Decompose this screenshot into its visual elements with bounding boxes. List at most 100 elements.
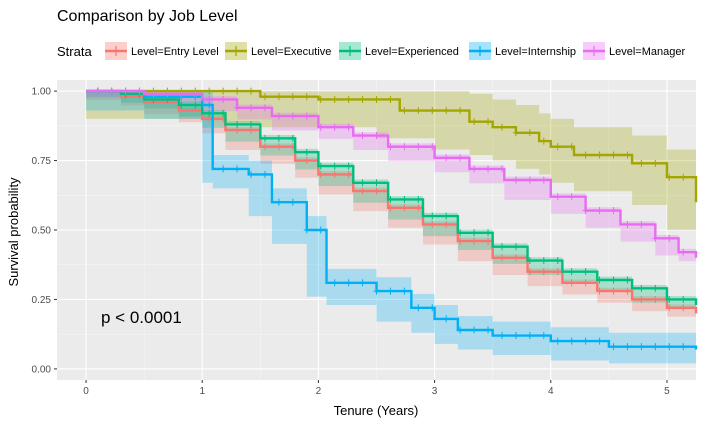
censor-mark [666,295,673,303]
grid [57,80,696,380]
censor-mark [443,315,450,323]
legend-label: Level=Manager [609,46,685,58]
censor-mark [540,176,547,184]
censor-mark [554,143,561,151]
censor-mark [582,207,589,215]
censor-mark [624,151,631,159]
censor-mark [666,343,673,351]
legend-label: Level=Entry Level [131,46,219,58]
censor-mark [498,254,505,262]
censor-mark [345,95,352,103]
censor-mark [443,107,450,115]
censor-mark [526,129,533,137]
y-tick-label: 0.00 [32,364,52,375]
censor-mark [471,326,478,334]
censor-mark [248,104,255,112]
censor-mark [345,123,352,131]
censor-mark [652,234,659,242]
censor-mark [345,279,352,287]
censor-mark [331,162,338,170]
censor-mark [164,90,171,98]
censor-mark [234,104,241,112]
censor-mark [512,254,519,262]
censor-mark [248,170,255,178]
censor-mark [568,143,575,151]
confidence-band [86,91,696,317]
censor-mark [136,87,143,95]
censor-mark [568,337,575,345]
censor-mark [512,243,519,251]
censor-mark [387,204,394,212]
censor-mark [512,332,519,340]
censor-mark [359,95,366,103]
legend-label: Level=Executive [251,46,331,58]
censor-mark [345,170,352,178]
censor-mark [289,93,296,101]
censor-mark [94,87,101,95]
censor-mark [317,226,324,234]
censor-mark [289,198,296,206]
censor-mark [331,95,338,103]
x-tick-label: 2 [316,386,322,397]
censor-mark [303,226,310,234]
censor-mark [540,257,547,265]
censor-mark [443,154,450,162]
censor-mark [248,87,255,95]
censor-mark [610,343,617,351]
censor-mark [443,212,450,220]
censor-mark [192,90,199,98]
censor-mark [540,137,547,145]
censor-mark [331,279,338,287]
censor-mark [317,95,324,103]
censor-mark [610,207,617,215]
confidence-band [86,91,696,230]
censor-mark [359,279,366,287]
censor-mark [415,204,422,212]
censor-mark [596,287,603,295]
censor-mark [373,95,380,103]
censor-mark [512,129,519,137]
censor-mark [331,123,338,131]
x-axis-title: Tenure (Years) [334,403,419,418]
censor-mark [680,173,687,181]
censor-mark [680,304,687,312]
censor-mark [457,107,464,115]
y-tick-label: 0.25 [32,295,52,306]
censor-mark [498,165,505,173]
censor-mark [498,123,505,131]
censor-mark [471,237,478,245]
censor-mark [652,295,659,303]
censor-mark [178,101,185,109]
censor-mark [234,120,241,128]
censor-mark [373,287,380,295]
censor-mark [373,132,380,140]
censor-mark [275,93,282,101]
censor-mark [666,234,673,242]
survival-curve [86,89,698,203]
censor-mark [638,159,645,167]
censor-mark [498,243,505,251]
censor-mark [261,93,268,101]
censor-mark [471,229,478,237]
censor-mark [275,198,282,206]
censor-mark [178,90,185,98]
censor-mark [471,118,478,126]
censor-mark [415,304,422,312]
censor-mark [596,276,603,284]
censor-mark [261,170,268,178]
censor-mark [596,207,603,215]
censor-mark [429,220,436,228]
censor-mark [485,118,492,126]
censor-mark [401,204,408,212]
confidence-band [86,91,696,364]
censor-mark [387,143,394,151]
censor-mark [373,187,380,195]
censor-mark [554,268,561,276]
censor-mark [261,143,268,151]
censor-mark [498,332,505,340]
censor-mark [261,104,268,112]
censor-mark [652,343,659,351]
censor-mark [108,87,115,95]
censor-mark [289,112,296,120]
x-tick-label: 3 [432,386,438,397]
